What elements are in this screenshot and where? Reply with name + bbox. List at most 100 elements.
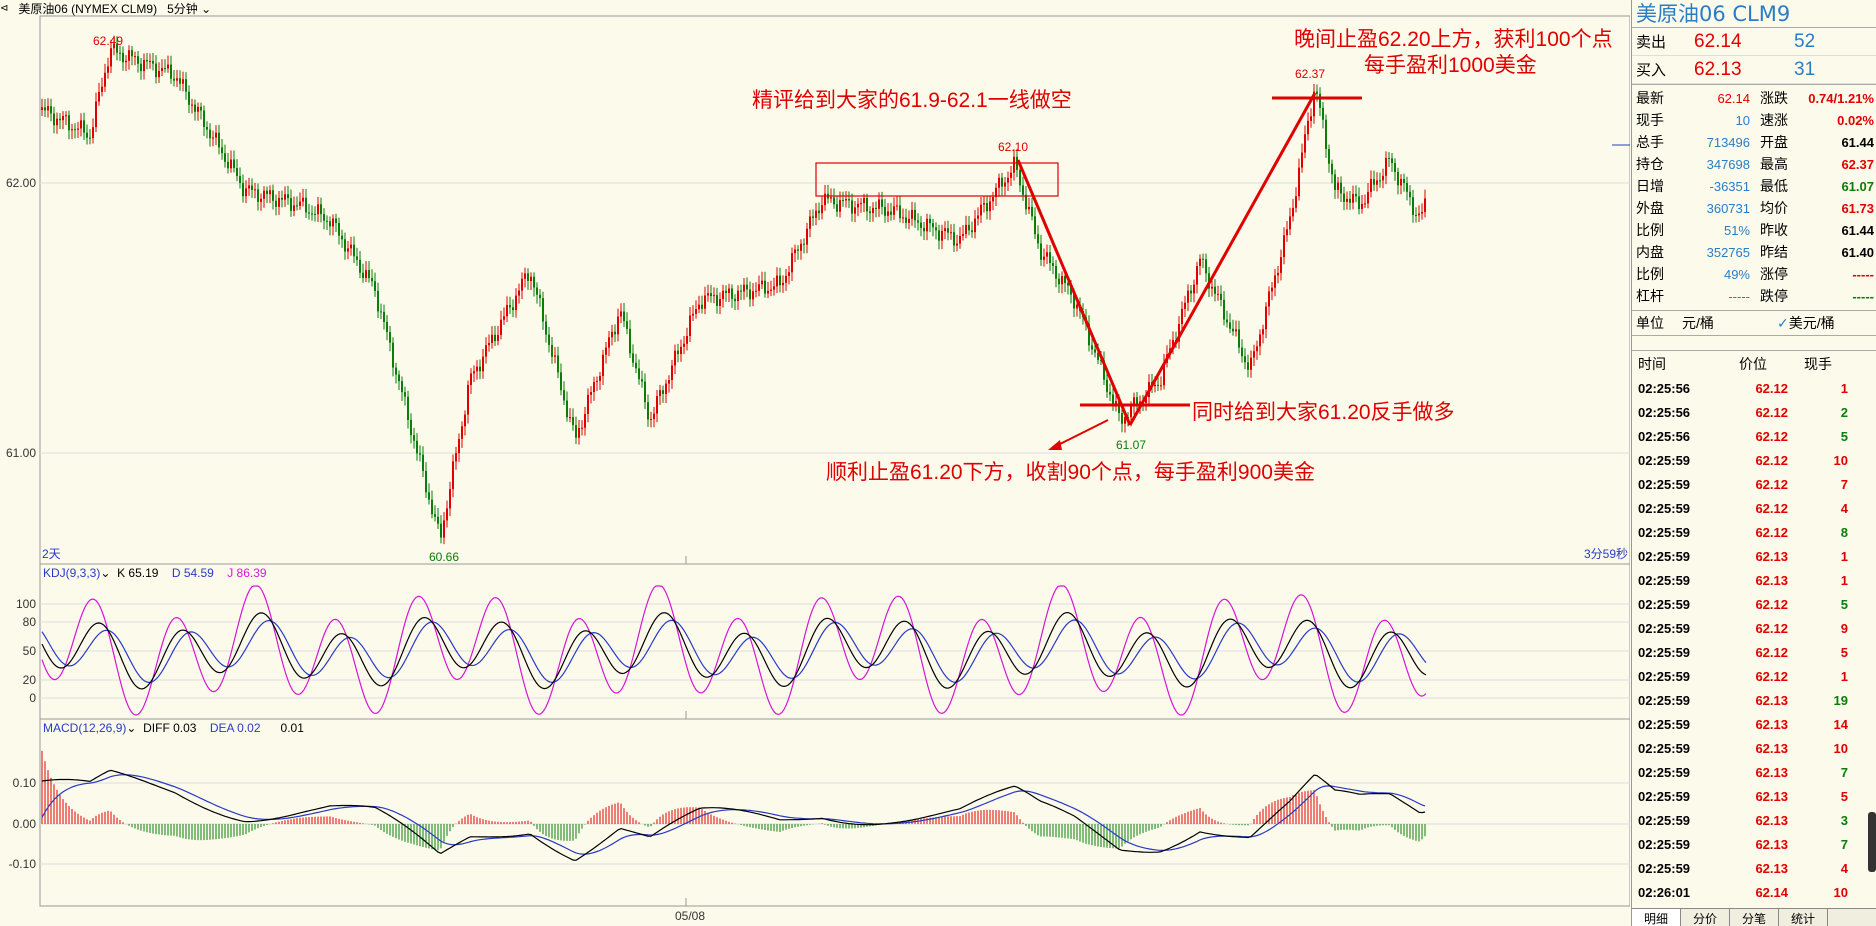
candle-body (1070, 285, 1072, 295)
stat-row: 持仓 347698 最高 62.37 (1632, 153, 1876, 175)
candle-body (1403, 179, 1405, 183)
period-selector[interactable]: 5分钟 ⌄ (167, 0, 211, 17)
candle-body (1004, 182, 1006, 187)
candle-body (227, 161, 229, 169)
candle-body (950, 232, 952, 234)
candle-body (845, 199, 847, 201)
candle-body (191, 104, 193, 106)
macd-lines (41, 750, 1426, 861)
trade-price: 62.12 (1755, 620, 1788, 636)
kdj-label[interactable]: KDJ(9,3,3) (43, 566, 101, 580)
candle-body (398, 374, 400, 382)
candle-body (926, 218, 928, 232)
candle-body (74, 129, 76, 131)
menu-icon[interactable]: ⊲ (0, 2, 9, 14)
candle-body (1043, 256, 1045, 260)
candle-body (1178, 324, 1180, 342)
stat-value: 49% (1723, 266, 1750, 282)
candle-body (512, 307, 514, 311)
tab-1[interactable]: 分价 (1681, 909, 1731, 926)
candle-body (395, 367, 397, 375)
trade-row: 02:25:59 62.12 9 (1632, 616, 1876, 640)
candle-body (1211, 286, 1213, 289)
trade-list[interactable]: 02:25:56 62.12 1 02:25:56 62.12 2 02:25:56 62.1… (1632, 376, 1876, 904)
candle-body (1358, 196, 1360, 210)
stat-row: 最新 62.14 涨跌 0.74/1.21% (1632, 87, 1876, 109)
candle-body (653, 413, 655, 420)
candle-body (485, 345, 487, 357)
stat-label: 总手 (1636, 134, 1664, 150)
chevron-down-icon: ⌄ (126, 721, 137, 735)
stat-row: 现手 10 速涨 0.02% (1632, 109, 1876, 131)
candle-body (356, 256, 358, 260)
trade-volume: 5 (1840, 596, 1848, 612)
candle-body (326, 220, 328, 222)
candle-body (680, 346, 682, 355)
candle-body (599, 376, 601, 381)
stat-label: 涨停 (1760, 266, 1788, 282)
unit-option-yuan[interactable]: 元/桶 (1682, 315, 1714, 331)
candle-body (341, 235, 343, 240)
stat-label: 开盘 (1760, 134, 1788, 150)
tab-0[interactable]: 明细 (1632, 909, 1682, 926)
candle-body (182, 79, 184, 84)
candle-body (1157, 384, 1159, 386)
tab-3[interactable]: 统计 (1779, 909, 1829, 926)
candle-body (1307, 120, 1309, 135)
candle-body (905, 217, 907, 223)
candle-body (1160, 385, 1162, 387)
unit-option-usd[interactable]: 美元/桶 (1788, 315, 1835, 331)
candle-body (1172, 339, 1174, 349)
candle-body (62, 115, 64, 121)
trade-time: 02:25:59 (1638, 572, 1691, 588)
candle-body (1283, 235, 1285, 258)
stat-row: 比例 49% 涨停 ----- (1632, 263, 1876, 285)
trade-price: 62.13 (1755, 836, 1788, 852)
quote-title: 美原油06 CLM9 (1632, 0, 1876, 28)
candle-body (755, 290, 757, 292)
candle-body (1364, 203, 1366, 205)
tab-2[interactable]: 分笔 (1730, 909, 1780, 926)
candle-body (1163, 362, 1165, 386)
candle-body (959, 235, 961, 244)
candle-body (176, 78, 178, 81)
candle-body (1019, 169, 1021, 186)
candle-body (440, 523, 442, 538)
candle-body (560, 372, 562, 391)
candle-body (413, 435, 415, 441)
candle-body (179, 78, 181, 84)
kdj-panel-frame (39, 563, 1630, 720)
trade-time: 02:25:59 (1638, 812, 1691, 828)
candle-body (563, 390, 565, 401)
y-tick-label: 0.10 (13, 776, 37, 790)
candle-body (668, 380, 670, 384)
candle-body (941, 231, 943, 241)
chart-area[interactable]: 62.00 61.00 2天 3分59秒 05/08 100 80 50 20 … (0, 0, 1630, 926)
trade-row: 02:25:59 62.13 1 (1632, 544, 1876, 568)
candle-body (479, 366, 481, 372)
candle-body (782, 282, 784, 286)
candle-body (884, 206, 886, 216)
trade-row: 02:26:01 62.14 10 (1632, 880, 1876, 904)
candle-body (164, 68, 166, 70)
trade-volume: 10 (1833, 740, 1848, 756)
stat-value: -36351 (1709, 178, 1750, 194)
candle-body (731, 288, 733, 299)
candle-body (1109, 391, 1111, 395)
stat-value: 713496 (1706, 134, 1750, 150)
candle-body (734, 298, 736, 302)
candle-body (1058, 278, 1060, 285)
scrollbar-handle[interactable] (1868, 812, 1876, 872)
trade-volume: 7 (1840, 764, 1848, 780)
macd-label[interactable]: MACD(12,26,9) (43, 721, 127, 735)
trade-volume: 19 (1833, 692, 1848, 708)
pointer-arrowhead (1048, 440, 1062, 450)
candle-body (533, 276, 535, 288)
candle-body (281, 197, 283, 200)
candle-body (44, 107, 46, 111)
candle-body (1223, 299, 1225, 320)
trade-row: 02:25:59 62.13 14 (1632, 712, 1876, 736)
trade-time: 02:25:59 (1638, 524, 1691, 540)
candle-body (1370, 179, 1372, 192)
annotation-short-call: 精评给到大家的61.9-62.1一线做空 (752, 89, 1072, 112)
